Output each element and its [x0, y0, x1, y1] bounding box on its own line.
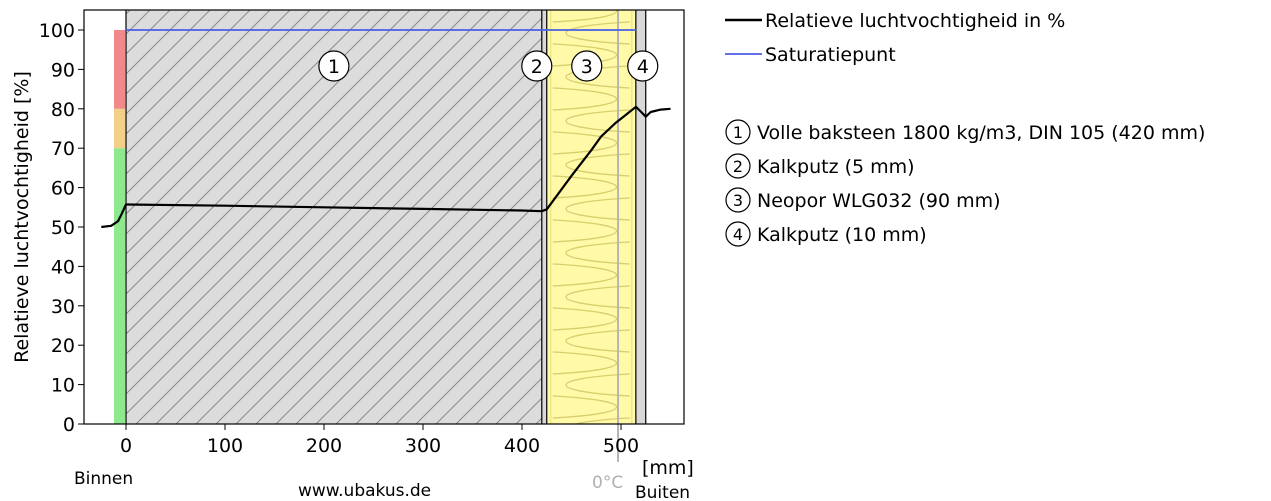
x-tick-label: 200	[306, 435, 342, 457]
layer-3-marker	[571, 50, 603, 82]
x-unit-label: [mm]	[642, 457, 694, 479]
y-tick-label: 90	[51, 59, 75, 81]
layer-3-marker-number: 3	[581, 56, 593, 78]
right-label-buiten: Buiten	[635, 483, 690, 501]
layer-2-marker-number: 2	[531, 56, 543, 78]
x-tick-label: 0	[120, 435, 132, 457]
plot-frame	[83, 9, 685, 425]
y-tick-label: 0	[63, 414, 75, 436]
layer-1-marker	[318, 50, 350, 82]
zero-c-label: 0°C	[592, 473, 623, 493]
x-axis: 0 100 200 300 400 500	[120, 424, 639, 457]
layer-4-marker	[627, 50, 659, 82]
layer-legend: 1 Volle baksteen 1800 kg/m3, DIN 105 (420…	[725, 119, 1205, 247]
legend: Relatieve luchtvochtigheid in % Saturatie…	[725, 10, 1065, 66]
layer-legend-number: 4	[733, 225, 743, 244]
layer-numbers: 1 2 3 4	[318, 50, 659, 82]
comfort-segment	[114, 148, 125, 424]
layer-legend-marker	[725, 221, 751, 247]
layer-legend-number: 1	[733, 123, 743, 142]
x-tick-label: 300	[405, 435, 441, 457]
layer-1-marker-number: 1	[328, 56, 340, 78]
y-tick-label: 40	[51, 256, 75, 278]
layer-legend-number: 3	[733, 191, 743, 210]
layer-2-fill	[541, 10, 547, 424]
y-tick-label: 100	[39, 20, 75, 42]
y-tick-label: 60	[51, 178, 75, 200]
humidity-line	[101, 105, 671, 229]
layer-legend-marker	[725, 187, 751, 213]
layer-legend-label: Volle baksteen 1800 kg/m3, DIN 105 (420 …	[757, 122, 1205, 144]
layer-legend-label: Kalkputz (10 mm)	[757, 224, 927, 246]
y-tick-label: 10	[51, 375, 75, 397]
layer-4-marker-number: 4	[637, 56, 649, 78]
left-label-binnen: Binnen	[74, 469, 133, 489]
watermark: www.ubakus.de	[298, 481, 431, 501]
series	[101, 29, 671, 229]
y-axis-label: Relatieve luchtvochtigheid [%]	[11, 71, 33, 363]
y-tick-label: 20	[51, 335, 75, 357]
y-tick-label: 50	[51, 217, 75, 239]
layer-2-marker	[521, 50, 553, 82]
insulation-pattern	[552, 10, 630, 424]
y-tick-label: 30	[51, 296, 75, 318]
legend-label: Relatieve luchtvochtigheid in %	[765, 10, 1065, 32]
layer-4-fill	[635, 10, 646, 424]
comfort-segment	[114, 108, 125, 149]
layer-legend-marker	[725, 119, 751, 145]
y-tick-label: 70	[51, 138, 75, 160]
x-tick-label: 100	[207, 435, 243, 457]
y-axis: 0 10 20 30 40 50 60 70 80 90 100	[39, 20, 84, 436]
layers	[125, 9, 647, 425]
comfort-segment	[114, 30, 125, 109]
layer-legend-label: Neopor WLG032 (90 mm)	[757, 190, 1001, 212]
x-tick-label: 400	[504, 435, 540, 457]
layer-legend-label: Kalkputz (5 mm)	[757, 156, 915, 178]
legend-label: Saturatiepunt	[765, 44, 896, 66]
x-tick-label: 500	[603, 435, 639, 457]
comfort-bar	[114, 30, 125, 424]
y-tick-label: 80	[51, 99, 75, 121]
layer-legend-number: 2	[733, 157, 743, 176]
layer-legend-marker	[725, 153, 751, 179]
